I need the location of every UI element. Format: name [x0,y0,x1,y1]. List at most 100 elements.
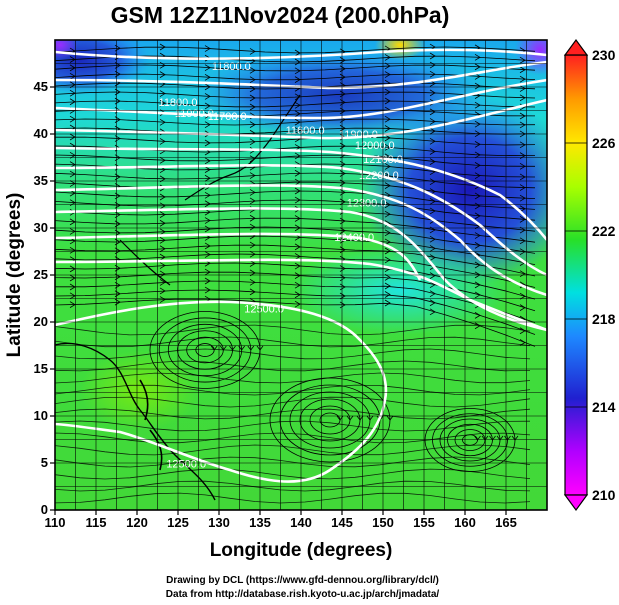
stream-arrow [159,71,166,78]
stream-arrow [159,202,166,210]
stream-arrow [474,202,481,210]
colorbar-tick-label: 222 [592,223,616,239]
x-tick-label: 120 [126,515,148,530]
stream-arrow [159,219,166,227]
stream-arrow [384,97,391,105]
stream-arrow [384,220,391,227]
stream-arrow [519,75,526,83]
stream-arrow [339,292,346,300]
streamline [55,420,531,432]
stream-arrow [204,242,211,250]
stream-arrow [519,66,526,74]
stream-arrow [339,107,346,115]
colorbar: 210 214 218 222 226 230 [563,38,616,512]
stream-arrow [346,415,354,421]
stream-arrow [294,93,301,101]
y-tick-label: 25 [34,267,48,282]
contour-label: 12000.0 [355,140,395,152]
stream-arrow [474,120,481,128]
stream-arrow [429,254,436,261]
stream-arrow [69,115,76,123]
stream-arrow [429,178,436,186]
streamline [55,468,531,480]
stream-arrow [429,299,436,307]
stream-arrow [294,110,301,118]
stream-arrow [204,277,211,285]
stream-arrow [294,300,301,308]
x-axis-title: Longitude (degrees) [210,540,393,561]
stream-arrow [429,61,436,69]
stream-arrow [519,162,526,170]
stream-arrow [429,245,436,252]
x-tick-label: 155 [413,515,435,530]
stream-arrow [204,225,211,233]
stream-arrow [384,182,391,189]
stream-arrow [249,288,256,296]
stream-arrow [159,279,166,286]
stream-arrow [294,127,301,134]
stream-arrow [474,291,481,299]
stream-arrow [519,216,526,223]
stream-arrow [429,281,436,289]
streamline [55,336,531,348]
stream-arrow [159,138,166,145]
stream-arrow [249,241,256,249]
credit-data: Data from http://database.rish.kyoto-u.a… [165,589,440,600]
y-tick-label: 20 [34,314,48,329]
stream-arrow [204,139,211,147]
stream-arrow [249,138,256,146]
stream-arrow [429,52,436,60]
colorbar-tick-label: 218 [592,311,616,327]
stream-arrow [294,118,301,126]
stream-arrow [384,54,391,61]
stream-arrow [339,56,346,64]
stream-arrow [384,229,391,237]
streamline [55,360,531,372]
colorbar-tick-label: 210 [592,487,616,503]
streamline [55,372,531,384]
stream-arrow [69,72,76,80]
stream-arrow [511,435,519,441]
stream-arrow [429,207,436,215]
stream-arrow [247,345,255,351]
streamline [55,253,536,288]
stream-arrow [294,243,301,251]
stream-arrow [204,157,211,165]
streamline [55,480,531,492]
stream-arrow [69,246,76,254]
stream-arrow [339,160,346,168]
stream-arrow [204,121,211,129]
stream-arrow [159,99,166,107]
contour-label: 12400.0 [334,232,374,244]
streamline [55,244,536,277]
stream-arrow [249,76,256,84]
streamline [55,384,531,396]
stream-arrow [159,211,166,218]
stream-arrow [294,76,301,83]
stream-arrow [159,287,166,295]
y-tick-label: 45 [34,79,48,94]
y-tick-label: 40 [34,126,48,141]
x-tick-label: 140 [290,515,312,530]
stream-arrow [69,98,76,106]
streamline [55,492,531,504]
x-tick-label: 165 [495,515,517,530]
stream-arrow [294,101,301,109]
stream-arrow [294,291,301,299]
stream-arrow [339,217,346,225]
stream-arrow [429,235,436,243]
stream-arrow [249,121,256,128]
stream-arrow [519,56,526,64]
stream-arrow [474,322,481,330]
streamline [55,432,531,444]
stream-arrow [204,200,211,208]
stream-arrow [474,232,481,239]
stream-arrow [204,102,211,110]
stream-arrow [339,227,346,234]
stream-arrow [294,58,301,66]
stream-arrow [386,415,394,421]
colorbar-tick-label: 230 [592,47,616,63]
stream-arrow [294,169,301,177]
x-tick-label: 135 [249,515,271,530]
stream-arrow [339,142,346,150]
